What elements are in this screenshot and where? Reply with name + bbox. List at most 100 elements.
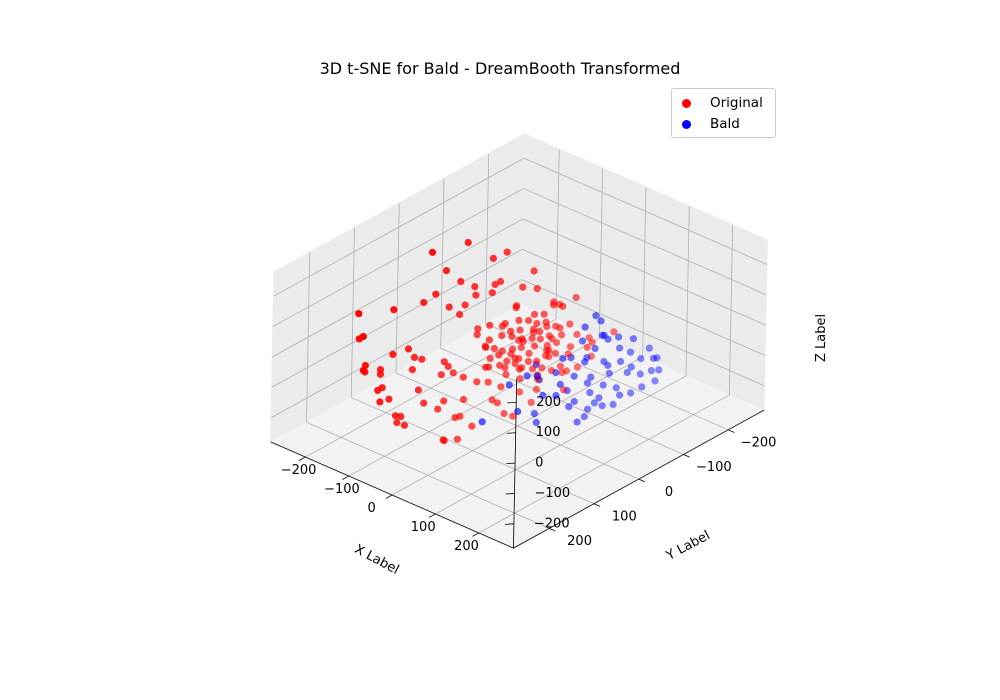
data-point-bald <box>587 373 595 381</box>
data-point-original <box>536 335 545 343</box>
data-point-original <box>473 331 481 339</box>
data-point-original <box>513 302 521 310</box>
data-point-bald <box>590 399 599 407</box>
x-tick <box>728 429 735 433</box>
data-point-original <box>583 343 591 351</box>
data-point-original <box>359 366 367 374</box>
data-point-original <box>489 254 497 262</box>
z-tick <box>505 493 515 495</box>
y-tick <box>342 475 349 480</box>
data-point-bald <box>598 402 606 410</box>
data-point-bald <box>649 354 658 362</box>
grid-line-y-floor <box>478 394 730 534</box>
data-point-bald <box>556 380 564 388</box>
data-point-original <box>560 386 568 394</box>
data-point-original <box>516 326 524 334</box>
axis-lines: −200 −100 0 100 200 −200 −100 0 100 200 −200 −100 0 1… <box>270 378 776 554</box>
data-point-bald <box>578 337 587 345</box>
data-point-original <box>530 342 539 350</box>
z-tick-label: 100 <box>536 425 561 440</box>
data-point-original <box>491 280 499 289</box>
data-point-original <box>497 383 505 391</box>
data-point-original <box>495 351 503 359</box>
data-point-original <box>355 310 363 318</box>
data-point-original <box>468 422 476 430</box>
x-axis-label: X Label <box>352 542 402 578</box>
data-point-original <box>533 357 541 365</box>
x-tick-label: 100 <box>612 510 637 525</box>
data-point-original <box>573 363 582 371</box>
grid-line-y-floor <box>305 318 557 458</box>
data-point-bald <box>559 354 567 363</box>
data-point-bald <box>609 400 617 409</box>
z-tick <box>506 432 516 434</box>
y-tick-label: 0 <box>367 501 375 516</box>
data-point-original <box>397 412 405 421</box>
y-tick <box>472 532 479 537</box>
data-point-original <box>530 310 539 318</box>
data-point-bald <box>586 389 594 397</box>
data-point-original <box>464 238 472 247</box>
data-point-original <box>404 345 413 353</box>
data-point-bald <box>647 367 656 375</box>
grid-line-z-left <box>521 279 765 387</box>
data-point-original <box>515 336 523 344</box>
data-point-original <box>473 378 481 386</box>
data-point-original <box>516 375 524 383</box>
z-tick-label: 0 <box>535 456 543 471</box>
data-point-bald <box>595 394 603 402</box>
y-axis-label: Y Label <box>663 528 713 564</box>
data-point-original <box>442 267 451 275</box>
data-point-bald <box>597 317 605 325</box>
data-point-bald <box>530 410 539 418</box>
data-point-original <box>524 357 533 365</box>
data-point-original <box>393 418 401 427</box>
data-point-bald <box>581 358 589 366</box>
data-point-bald <box>592 312 600 320</box>
data-point-bald <box>581 323 589 331</box>
data-point-original <box>509 412 517 420</box>
data-point-bald <box>533 372 541 380</box>
y-tick-label: 200 <box>454 539 479 554</box>
data-point-bald <box>623 368 631 376</box>
data-point-original <box>432 290 440 298</box>
data-point-original <box>519 283 527 291</box>
data-point-original <box>530 325 538 333</box>
y-tick <box>298 456 306 461</box>
x-tick <box>593 503 601 507</box>
z-tick <box>506 462 516 465</box>
data-point-bald <box>605 369 613 377</box>
data-point-original <box>471 283 479 291</box>
legend-item-original: Original <box>682 93 763 113</box>
data-point-original <box>414 386 422 394</box>
data-point-original <box>437 371 445 379</box>
data-point-original <box>566 343 575 351</box>
legend-label-bald: Bald <box>710 116 740 132</box>
grid-line-z-back <box>270 279 522 418</box>
x-tick <box>638 478 645 483</box>
grid-line-z-back <box>271 248 523 388</box>
x-tick-label: 200 <box>567 534 592 549</box>
y-tick <box>428 513 436 518</box>
data-point-original <box>564 350 572 358</box>
data-point-bald <box>565 403 573 411</box>
data-point-original <box>573 330 581 338</box>
data-point-original <box>391 412 400 420</box>
data-point-original <box>515 365 524 373</box>
grid-line-y-floor <box>391 356 643 496</box>
grid-line-z-left <box>522 218 766 326</box>
data-point-original <box>532 385 541 393</box>
data-point-bald <box>638 383 646 391</box>
data-point-original <box>498 322 507 330</box>
data-point-original <box>516 388 524 396</box>
x-tick-label: −100 <box>696 460 732 475</box>
data-point-bald <box>629 335 638 343</box>
data-point-original <box>517 343 525 351</box>
data-point-bald <box>617 357 625 366</box>
data-point-bald <box>653 354 661 362</box>
data-point-original <box>496 361 504 369</box>
data-point-original <box>400 421 408 429</box>
data-points <box>355 238 663 445</box>
x-tick-label: 0 <box>665 485 673 500</box>
